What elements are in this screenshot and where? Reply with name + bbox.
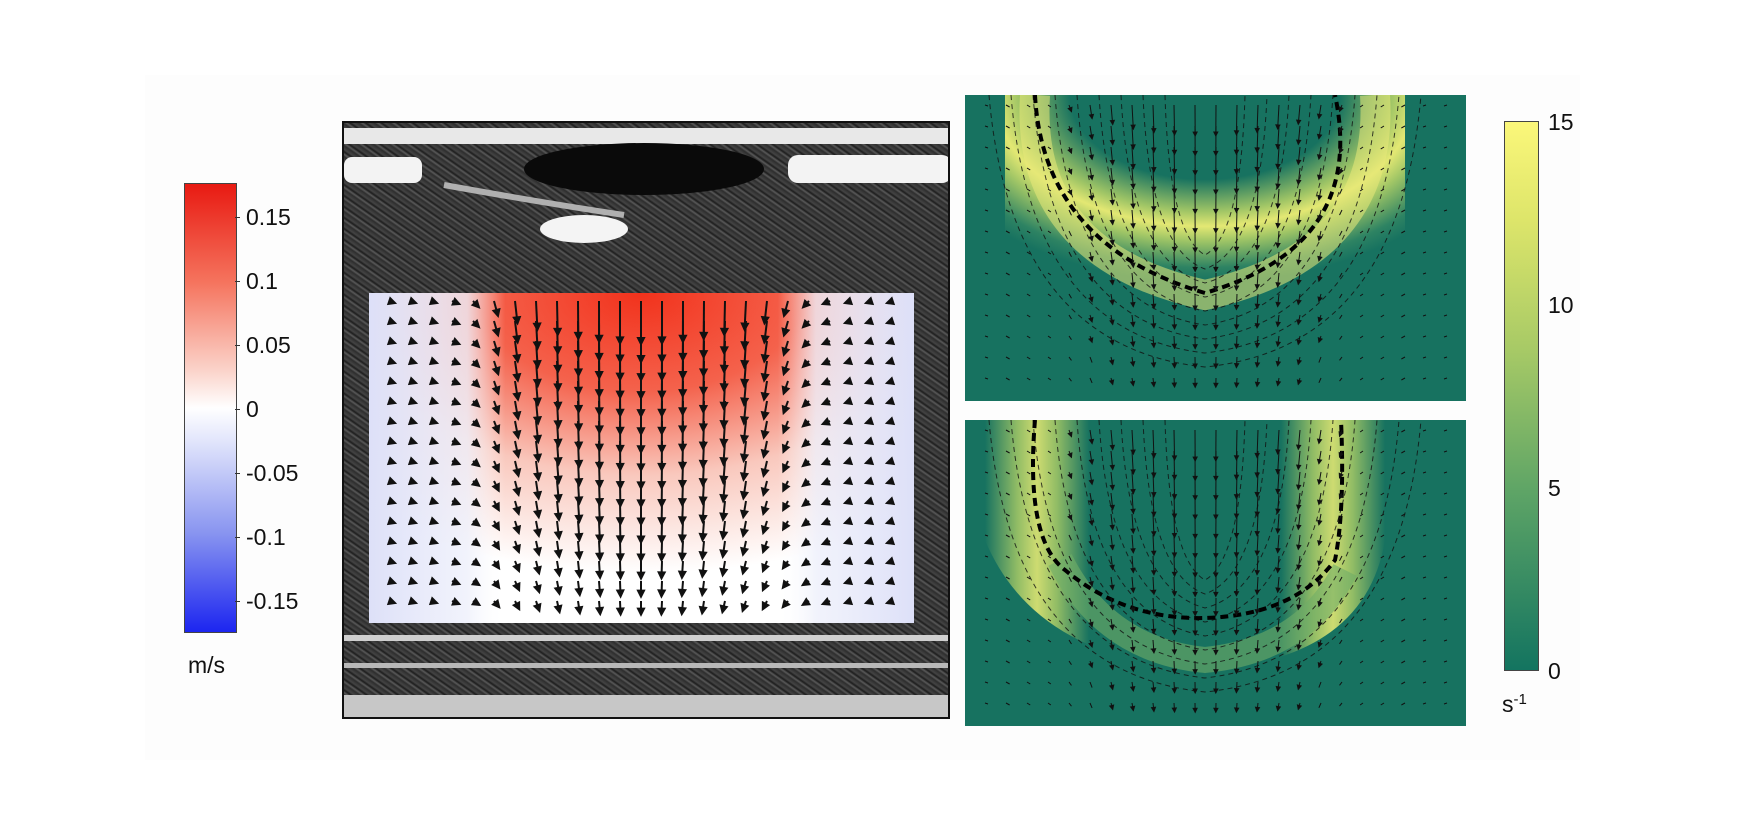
shear-tick: 15	[1548, 109, 1574, 135]
shear-unit-label: s-1	[1502, 691, 1527, 717]
velocity-tick: -0.15	[234, 588, 299, 614]
ultrasound-velocity-panel	[342, 121, 950, 719]
shear-tick: 10	[1548, 292, 1574, 318]
velocity-colorbar	[184, 183, 237, 633]
shear-rate-panel-top	[965, 95, 1466, 401]
velocity-tick: 0.05	[235, 332, 291, 358]
velocity-unit-label: m/s	[188, 652, 226, 678]
shear-rate-panel-bottom	[965, 420, 1466, 726]
shear-tick: 0	[1548, 658, 1561, 684]
velocity-tick: 0.1	[235, 268, 278, 294]
velocity-tick: 0	[235, 396, 259, 422]
velocity-tick: -0.05	[234, 460, 299, 486]
shear-rate-map-top	[984, 95, 1448, 389]
ultrasound-velocity-image	[344, 128, 948, 717]
shear-rate-map-bottom	[984, 420, 1448, 714]
shear-tick: 5	[1548, 475, 1561, 501]
velocity-tick: 0.15	[235, 204, 291, 230]
shear-rate-colorbar	[1504, 121, 1539, 671]
velocity-tick: -0.1	[235, 524, 286, 550]
